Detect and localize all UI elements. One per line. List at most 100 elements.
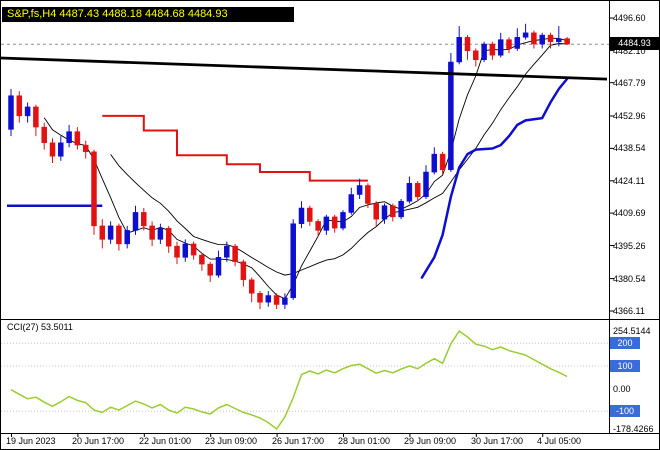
price-tick-label: 4395.26 [613, 241, 646, 251]
candle-body [99, 225, 106, 240]
candle-body [224, 245, 230, 258]
candle-body [257, 293, 263, 303]
candle-body [33, 106, 39, 128]
price-tick-label: 4482.10 [613, 46, 646, 56]
candle-body [49, 142, 56, 157]
candle-body [91, 151, 97, 227]
candle-body [373, 203, 379, 220]
candle-body [564, 38, 570, 45]
candle-body [207, 263, 213, 276]
candle-body [298, 207, 305, 224]
candle-body [190, 243, 197, 256]
candle-body [431, 153, 438, 173]
candle-body [66, 131, 72, 144]
candle-body [414, 183, 421, 198]
candle-body [381, 205, 388, 220]
time-tick-label: 26 Jun 17:00 [272, 436, 325, 446]
time-tick-label: 28 Jun 01:00 [338, 436, 391, 446]
candle-body [174, 245, 180, 258]
ma-slow-line [110, 43, 568, 276]
candle-body [323, 216, 330, 231]
price-tick-label: 4366.11 [613, 306, 645, 316]
candle-body [74, 131, 81, 146]
candle-body [24, 106, 31, 117]
candle-body [315, 221, 321, 231]
candle-body [182, 243, 189, 258]
candle-body [199, 254, 205, 265]
candle-body [356, 185, 363, 195]
candle-body [340, 212, 346, 229]
time-tick-label: 20 Jun 17:00 [72, 436, 125, 446]
cci-level-badge: 200 [610, 337, 640, 349]
resistance-line [102, 114, 368, 182]
candle-body [149, 225, 155, 240]
price-axis[interactable]: 4496.60 4482.10 4467.79 4452.96 4438.54 4424.… [1, 1, 659, 434]
candle-body [398, 200, 404, 218]
candle-body [132, 212, 139, 231]
candle-body [481, 43, 487, 60]
price-tick-label: 4424.11 [613, 176, 645, 186]
candle-body [273, 295, 280, 305]
indicator-label: CCI(27) 53.5011 [7, 322, 73, 332]
price-tick-label: 4438.54 [613, 143, 646, 153]
current-price-badge: 4484.93 [610, 37, 659, 50]
cci-level-badge: 100 [610, 360, 640, 372]
candle-body [497, 39, 504, 56]
candle-body [331, 216, 338, 229]
candle-body [456, 37, 462, 63]
candle-body [116, 225, 122, 245]
candle-body [539, 34, 545, 45]
candle-body [307, 207, 313, 222]
candle-body [547, 34, 554, 43]
ma-fast-line [43, 37, 568, 300]
candle-body [215, 257, 222, 276]
candle-body [464, 37, 471, 52]
candle-body [290, 223, 296, 299]
cci-scale-label: 254.5144 [613, 326, 651, 336]
trend-support-line [420, 77, 569, 279]
candle-body [406, 183, 413, 202]
candle-body [522, 32, 529, 38]
candle-body [232, 245, 238, 263]
time-tick-label: 30 Jun 17:00 [471, 436, 524, 446]
descending-trendline[interactable] [1, 56, 608, 81]
cci-scale-label: 0.00 [613, 384, 631, 394]
time-tick-label: 4 Jul 05:00 [537, 436, 582, 446]
candle-body [390, 205, 396, 218]
candle-body [41, 126, 47, 144]
candle-body [16, 95, 23, 117]
candle-body [157, 227, 164, 240]
candle-body [248, 279, 255, 294]
candle-body [240, 261, 247, 281]
price-tick-label: 4496.60 [613, 13, 646, 23]
candle-body [506, 39, 512, 49]
candle-body [82, 144, 89, 153]
candle-body [8, 95, 14, 130]
price-tick-label: 4467.79 [613, 78, 646, 88]
candle-body [473, 50, 479, 61]
candle-body [265, 295, 272, 303]
candles-series[interactable] [8, 23, 570, 309]
cci-level-badge: -100 [610, 405, 640, 417]
candle-body [165, 227, 172, 247]
candle-body [58, 142, 64, 157]
price-tick-label: 4409.69 [613, 208, 646, 218]
candle-body [514, 37, 521, 49]
cci-line [10, 330, 568, 430]
price-tick-label: 4380.54 [613, 274, 646, 284]
candle-body [365, 185, 371, 204]
time-tick-label: 29 Jun 09:00 [404, 436, 457, 446]
candle-body [124, 230, 130, 245]
candle-body [448, 61, 454, 171]
candle-body [107, 225, 114, 240]
chart-title: S&P,fs,H4 4487.43 4488.18 4484.68 4484.9… [2, 7, 294, 22]
candle-body [423, 171, 429, 197]
chart-title-text: S&P,fs,H4 4487.43 4488.18 4484.68 4484.9… [7, 8, 228, 20]
time-tick-label: 22 Jun 01:00 [139, 436, 192, 446]
time-axis[interactable]: 19 Jun 2023 20 Jun 17:00 22 Jun 01:00 23 Ju… [1, 434, 659, 449]
candle-body [531, 32, 537, 45]
time-tick-label: 19 Jun 2023 [6, 436, 56, 446]
candle-body [282, 297, 288, 305]
time-tick-label: 23 Jun 09:00 [205, 436, 258, 446]
